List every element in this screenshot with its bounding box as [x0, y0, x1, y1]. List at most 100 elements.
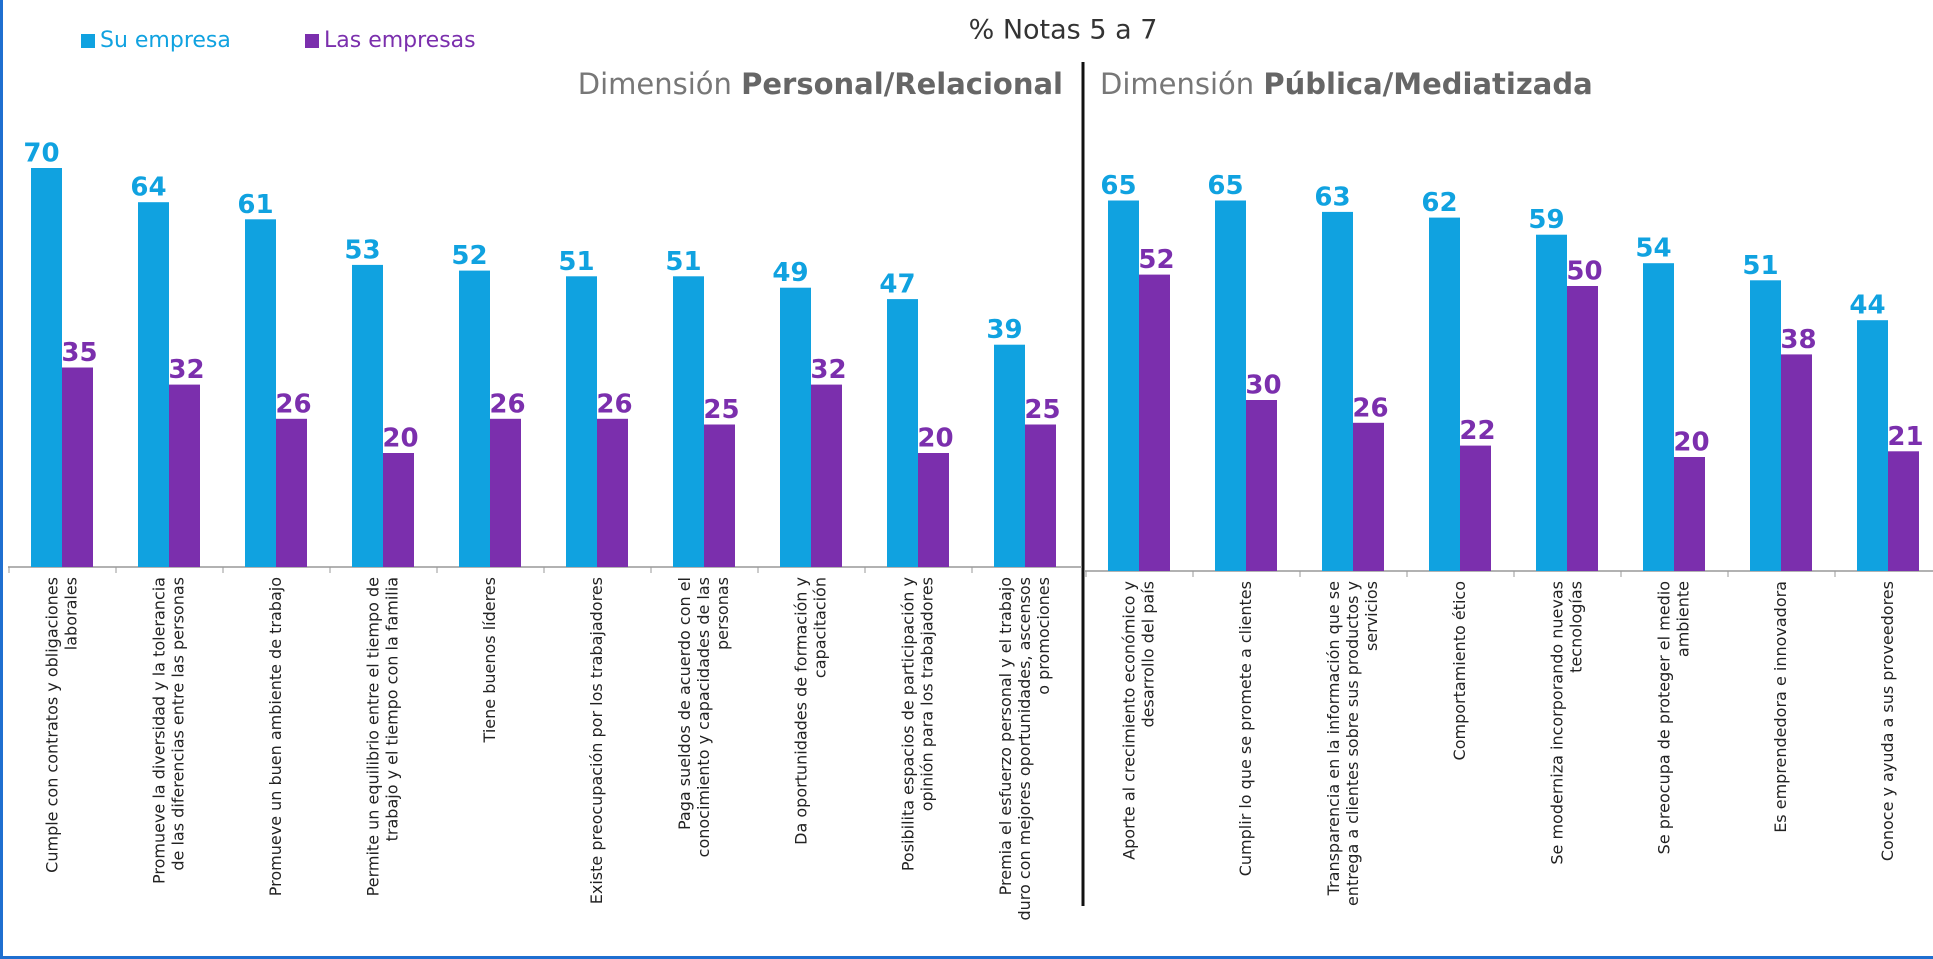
bar [704, 424, 735, 567]
value-label: 63 [1314, 182, 1350, 212]
value-label: 26 [489, 389, 525, 419]
x-tick-label: Aporte al crecimiento económico ydesarro… [1119, 581, 1157, 860]
value-label: 51 [665, 247, 701, 277]
x-tick-label: Se preocupa de proteger el medioambiente [1654, 581, 1692, 854]
bar [276, 418, 307, 567]
x-tick-label: Promueve un buen ambiente de trabajo [266, 577, 285, 896]
bar [887, 299, 918, 567]
panel-title-prefix: Dimensión [1100, 67, 1254, 101]
bar [597, 418, 628, 567]
bar [1322, 211, 1353, 571]
value-label: 22 [1459, 416, 1495, 446]
panel-title: Dimensión Personal/Relacional [578, 67, 1063, 101]
bar [1781, 354, 1812, 571]
value-label: 35 [61, 338, 97, 368]
value-label: 62 [1421, 188, 1457, 218]
x-tick-label: Paga sueldos de acuerdo con elconocimien… [675, 577, 732, 857]
bar [62, 367, 93, 567]
x-tick-label: Cumple con contratos y obligacioneslabor… [42, 577, 80, 873]
legend-label: Las empresas [324, 28, 476, 53]
bar [245, 219, 276, 568]
value-label: 26 [596, 389, 632, 419]
value-label: 26 [275, 389, 311, 419]
x-tick-label: Conoce y ayuda a sus proveedores [1878, 581, 1897, 861]
panel-title-main: Personal/Relacional [741, 67, 1063, 101]
legend-swatch [81, 34, 95, 48]
bar [1536, 234, 1567, 571]
bar [1429, 217, 1460, 571]
value-label: 51 [1742, 251, 1778, 281]
value-label: 32 [168, 355, 204, 385]
bar [1215, 200, 1246, 571]
x-tick-label: Se moderniza incorporando nuevastecnolog… [1547, 581, 1585, 865]
bar [1108, 200, 1139, 571]
value-label: 38 [1780, 325, 1816, 355]
x-tick-label: Promueve la diversidad y la toleranciade… [149, 577, 187, 884]
value-label: 61 [237, 190, 273, 220]
x-tick-label: Es emprendedora e innovadora [1771, 581, 1790, 833]
value-label: 49 [772, 258, 808, 288]
bar [1567, 286, 1598, 571]
bar [1750, 280, 1781, 571]
value-label: 44 [1849, 291, 1885, 321]
bar [1460, 445, 1491, 571]
bar [138, 202, 169, 567]
panel-title: Dimensión Pública/Mediatizada [1100, 67, 1593, 101]
value-label: 52 [1138, 245, 1174, 275]
value-label: 65 [1100, 171, 1136, 201]
x-tick-label: Transparencia en la información que seen… [1324, 581, 1381, 906]
bar [490, 418, 521, 567]
value-label: 25 [703, 395, 739, 425]
bar [1857, 320, 1888, 571]
value-label: 64 [130, 173, 166, 203]
value-label: 53 [344, 235, 380, 265]
legend-swatch [305, 34, 319, 48]
value-label: 50 [1566, 257, 1602, 287]
x-tick-label: Posibilita espacios de participación yop… [898, 577, 936, 871]
value-label: 59 [1528, 205, 1564, 235]
value-label: 32 [810, 355, 846, 385]
x-tick-label: Da oportunidades de formación ycapacitac… [791, 577, 829, 845]
x-tick-label: Tiene buenos líderes [480, 577, 499, 743]
x-tick-label: Cumplir lo que se promete a clientes [1236, 581, 1255, 876]
bar [31, 168, 62, 567]
value-label: 20 [1673, 428, 1709, 458]
bar [1025, 424, 1056, 567]
bar [169, 384, 200, 567]
chart-title: % Notas 5 a 7 [969, 15, 1158, 46]
panel-title-main: Pública/Mediatizada [1263, 67, 1592, 101]
bar [1888, 451, 1919, 571]
value-label: 52 [451, 241, 487, 271]
value-label: 70 [23, 139, 59, 169]
value-label: 54 [1635, 234, 1671, 264]
bar [918, 453, 949, 567]
bar [1139, 274, 1170, 571]
bar [1643, 263, 1674, 571]
bar [1674, 457, 1705, 571]
bar [780, 287, 811, 567]
value-label: 65 [1207, 171, 1243, 201]
value-label: 39 [986, 315, 1022, 345]
x-tick-label: Comportamiento ético [1450, 581, 1469, 760]
value-label: 21 [1887, 422, 1923, 452]
value-label: 25 [1024, 395, 1060, 425]
x-tick-label: Existe preocupación por los trabajadores [587, 577, 606, 904]
bar [352, 264, 383, 567]
value-label: 51 [558, 247, 594, 277]
bar [383, 453, 414, 567]
value-label: 20 [382, 424, 418, 454]
bar [994, 344, 1025, 567]
panel-title-prefix: Dimensión [578, 67, 732, 101]
bar [566, 276, 597, 567]
x-tick-label: Permite un equilibrio entre el tiempo de… [363, 577, 401, 896]
value-label: 30 [1245, 371, 1281, 401]
bar [673, 276, 704, 567]
value-label: 26 [1352, 393, 1388, 423]
bar [1353, 422, 1384, 571]
bar [459, 270, 490, 567]
value-label: 20 [917, 424, 953, 454]
bar [1246, 400, 1277, 571]
legend-label: Su empresa [100, 28, 231, 53]
